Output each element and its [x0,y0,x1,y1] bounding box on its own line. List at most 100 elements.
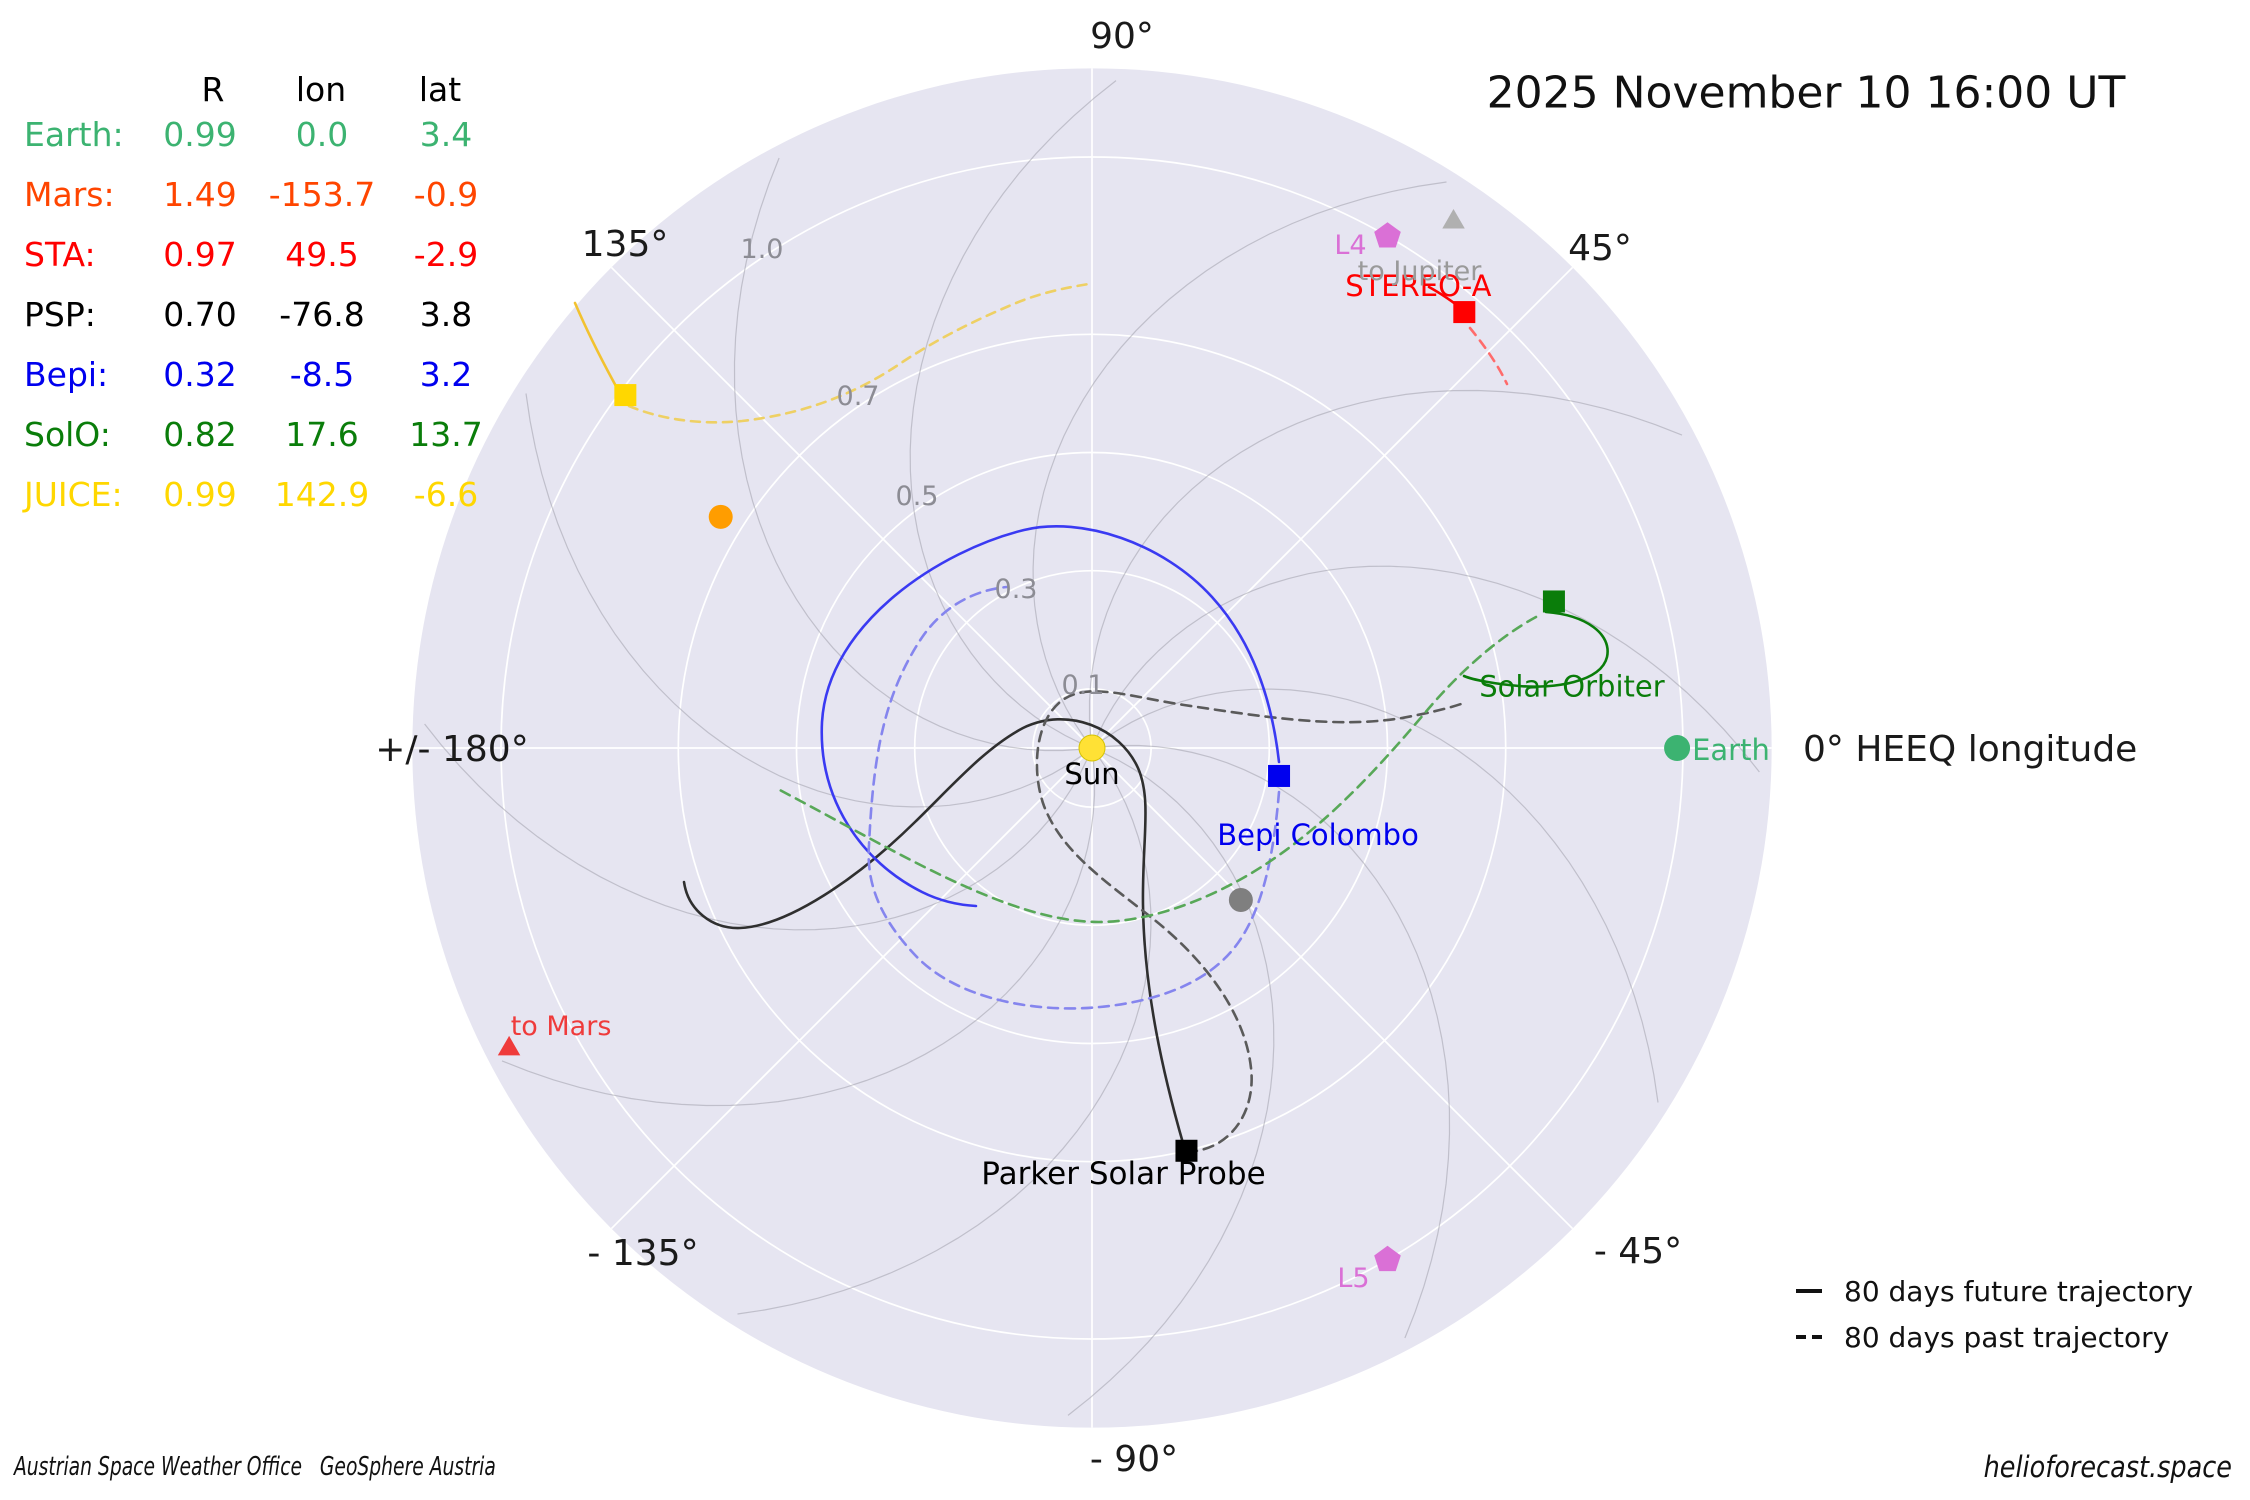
parker-spiral-line [525,393,1083,808]
table-header-lon: lon [295,70,347,109]
legend-row-future: 80 days future trajectory [1796,1268,2236,1314]
solo-past-trajectory [774,615,1538,924]
bepi-past-trajectory [867,585,1281,1010]
table-value-lon: -8.5 [289,355,355,394]
l4-marker [1374,222,1401,248]
sun-marker [1078,734,1106,762]
dashed-line-icon [1796,1335,1822,1339]
parker-spiral-line [1103,744,1451,1339]
plot-datetime: 2025 November 10 16:00 UT [1486,67,2126,119]
table-value-lon: 0.0 [295,115,349,154]
stereo-a-label: STEREO-A [1345,269,1491,303]
theta-tick-label-6: - 45° [1594,1231,1682,1272]
theta-tick-label-2: 135° [582,224,669,265]
to-mars-label: to Mars [511,1011,612,1042]
table-value-lat: -2.9 [413,235,479,274]
juice-past-trajectory [627,282,1091,424]
l5-marker [1374,1245,1401,1272]
earth-marker [1664,735,1691,761]
parker-spiral-line [501,759,1096,1107]
legend-label-future: 80 days future trajectory [1844,1274,2194,1308]
venus-marker [708,504,733,529]
bepi-colombo-marker [1268,764,1291,787]
parker-spiral-lines [424,80,1760,1416]
table-header-lat: lat [418,70,462,109]
table-value-R: 0.99 [163,475,237,514]
solo-future-trajectory [1462,610,1609,688]
sun-label: Sun [1064,757,1119,791]
stereo-a-marker [1453,301,1476,324]
table-value-R: 0.32 [163,355,237,394]
table-value-lat: 13.7 [409,415,483,454]
radial-tick-label-1.0: 1.0 [741,234,784,265]
theta-tick-label-4: 0° HEEQ longitude [1803,729,2137,770]
table-value-lat: -6.6 [413,475,479,514]
grid-spoke-45 [1091,266,1574,749]
table-value-lat: -0.9 [413,175,479,214]
parker-spiral-line [1067,752,1275,1416]
psp-past-trajectory [1035,690,1463,1154]
theta-tick-label-3: +/- 180° [375,729,528,770]
psp-future-trajectory [682,718,1187,1152]
to-jupiter-marker [1442,209,1465,229]
table-value-R: 0.70 [163,295,237,334]
legend-label-past: 80 days past trajectory [1844,1320,2170,1354]
parker-solar-probe-label: Parker Solar Probe [981,1156,1265,1192]
table-row-name-SolO: SolO: [24,415,111,454]
parker-spiral-line [424,723,1088,931]
l5-label: L5 [1337,1263,1369,1294]
radial-tick-label-0.5: 0.5 [896,481,939,512]
credit-website: helioforecast.space [1983,1450,2232,1484]
theta-tick-label-0: 90° [1090,16,1154,57]
radial-tick-label-0.1: 0.1 [1062,670,1105,701]
radial-tick-label-0.7: 0.7 [837,381,880,412]
grid-spoke-315 [1091,747,1574,1230]
table-row-name-STA: STA: [24,235,96,274]
parker-solar-probe-marker [1175,1139,1198,1162]
grid-spoke-135 [610,266,1093,749]
theta-tick-label-5: - 135° [587,1233,698,1274]
sta-past-trajectory [1468,326,1509,386]
theta-tick-label-1: 45° [1568,228,1632,269]
parker-spiral-line [1101,688,1659,1103]
l4-label: L4 [1334,230,1366,261]
trajectory-legend: 80 days future trajectory 80 days past t… [1796,1268,2236,1360]
radial-tick-label-0.3: 0.3 [995,574,1038,605]
solid-line-icon [1796,1289,1822,1293]
table-row-name-Mars: Mars: [24,175,115,214]
table-value-lat: 3.2 [419,355,473,394]
credit-organisation: Austrian Space Weather Office GeoSphere … [14,1452,496,1482]
table-row-name-Earth: Earth: [24,115,124,154]
bepi-future-trajectory [820,525,1281,908]
table-value-lon: 49.5 [285,235,359,274]
table-row-name-JUICE: JUICE: [24,475,123,514]
table-value-lon: 17.6 [285,415,359,454]
juice-future-trajectory [573,301,619,390]
table-value-lat: 3.8 [419,295,473,334]
parker-spiral-line [1032,181,1447,739]
to-jupiter-label: to Jupiter [1358,256,1483,287]
solar-orbiter-marker [1542,590,1565,613]
spacecraft-markers-group [497,209,1691,1272]
parker-spiral-line [1096,565,1760,773]
earth-label: Earth [1692,733,1770,767]
table-value-lon: -76.8 [279,295,365,334]
table-value-R: 1.49 [163,175,237,214]
theta-tick-label-7: - 90° [1090,1439,1178,1480]
grid-spoke-225 [610,747,1093,1230]
parker-spiral-line [733,157,1081,752]
table-value-R: 0.82 [163,415,237,454]
table-header-R: R [201,70,225,109]
table-value-R: 0.97 [163,235,237,274]
legend-row-past: 80 days past trajectory [1796,1314,2236,1360]
table-value-lon: -153.7 [268,175,376,214]
table-value-lon: 142.9 [274,475,370,514]
bepi-colombo-label: Bepi Colombo [1217,818,1419,852]
table-value-lat: 3.4 [419,115,473,154]
to-mars-marker [497,1035,521,1056]
table-row-name-PSP: PSP: [24,295,96,334]
table-value-R: 0.99 [163,115,237,154]
